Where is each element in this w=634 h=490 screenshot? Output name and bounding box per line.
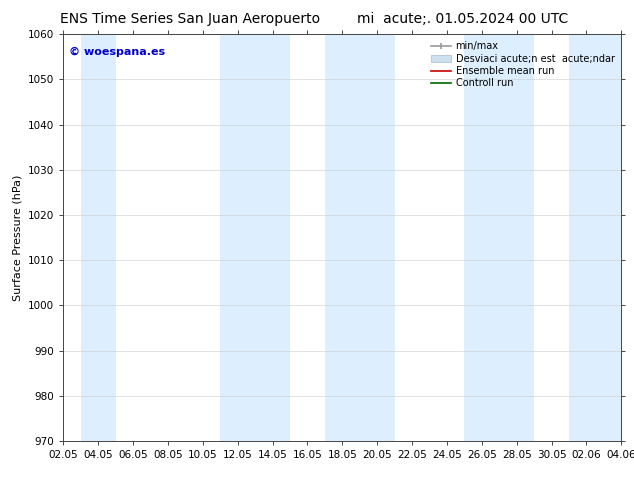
Bar: [221, 34, 290, 441]
Text: mi  acute;. 01.05.2024 00 UTC: mi acute;. 01.05.2024 00 UTC: [357, 12, 569, 26]
Bar: [569, 34, 634, 441]
Bar: [81, 34, 116, 441]
Y-axis label: Surface Pressure (hPa): Surface Pressure (hPa): [13, 174, 23, 301]
Text: ENS Time Series San Juan Aeropuerto: ENS Time Series San Juan Aeropuerto: [60, 12, 320, 26]
Bar: [325, 34, 394, 441]
Text: © woespana.es: © woespana.es: [69, 47, 165, 56]
Bar: [464, 34, 534, 441]
Legend: min/max, Desviaci acute;n est  acute;ndar, Ensemble mean run, Controll run: min/max, Desviaci acute;n est acute;ndar…: [429, 39, 616, 90]
